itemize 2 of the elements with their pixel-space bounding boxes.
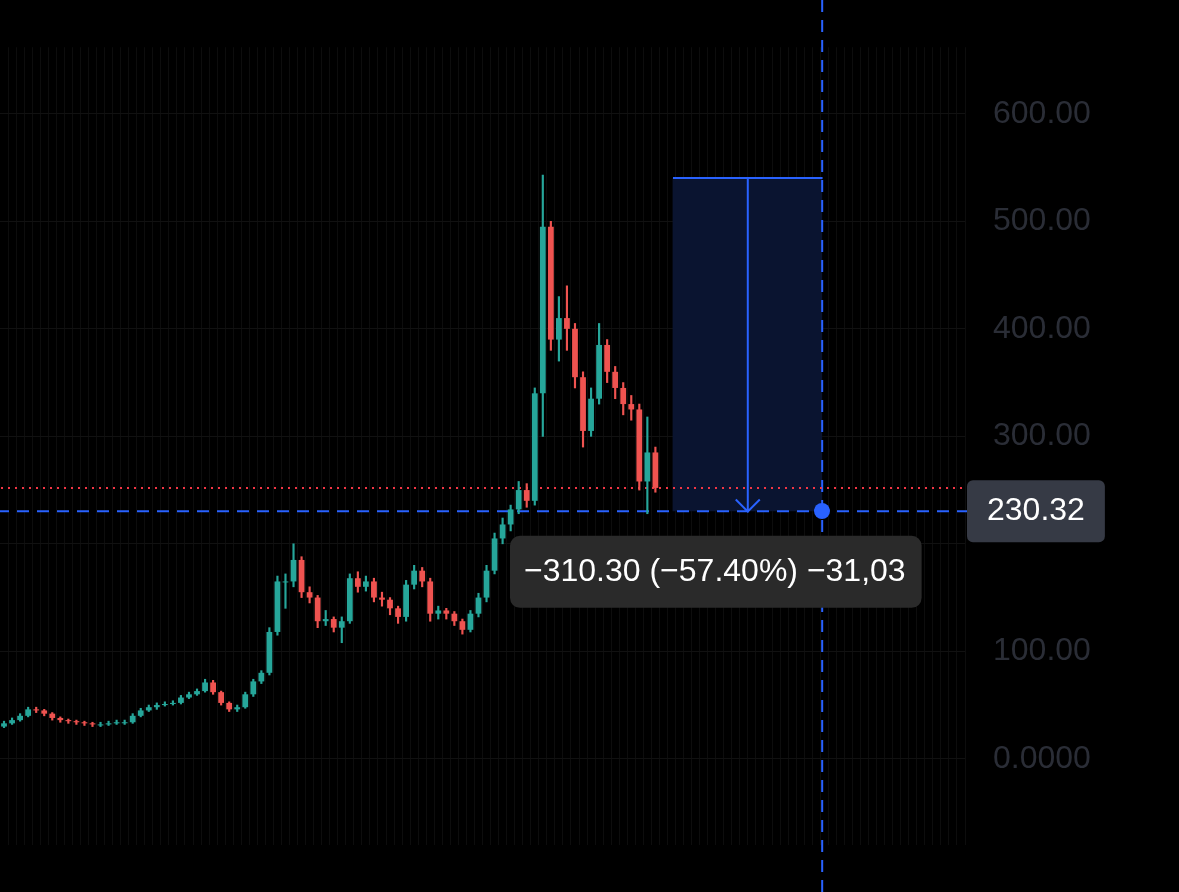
ref-line-label: 230.32 <box>987 491 1085 528</box>
annotation: −310.30 (−57.40%) −31,03 <box>524 551 906 588</box>
